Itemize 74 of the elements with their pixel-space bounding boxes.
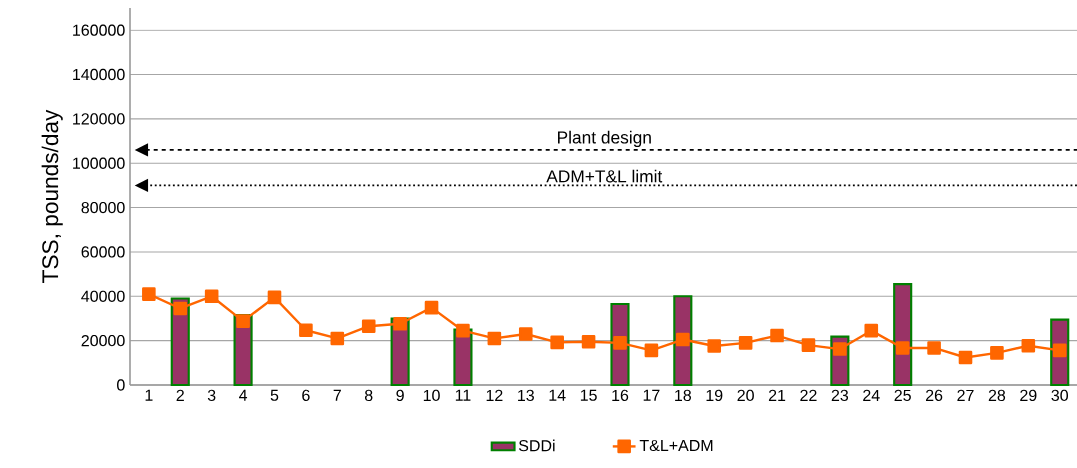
x-tick-label: 30 [1051,389,1069,402]
point [236,314,250,328]
x-tick-label: 16 [612,389,629,402]
y-tick-label: 160000 [73,24,125,36]
x-tick-label: 21 [768,389,786,401]
x-tick-label: 14 [549,389,566,401]
x-tick-label: 24 [863,389,880,401]
x-tick-label: 5 [270,389,279,401]
point [299,323,313,338]
ref-line-label: ADM+T&L limit [546,169,663,183]
y-tick-label: 100000 [73,157,125,169]
x-tick-label: 9 [396,389,404,402]
point [424,300,439,315]
point [173,301,188,316]
x-tick-label: 17 [643,389,660,401]
point [393,316,407,331]
y-tick-label: 120000 [73,113,125,125]
x-tick-label: 10 [423,389,440,402]
point [518,327,533,341]
point [770,328,784,343]
x-tick-label: 11 [455,389,471,401]
x-tick-label: 23 [831,389,849,402]
x-tick-label: 3 [207,389,216,402]
point [864,323,879,338]
point [958,350,973,365]
y-tick-label: 140000 [73,68,125,81]
point [361,319,376,334]
x-tick-label: 13 [518,389,534,402]
y-axis-title: TSS, pounds/day [41,109,63,283]
point [550,335,564,350]
point [644,343,659,358]
x-tick-label: 7 [333,389,341,401]
point [895,341,910,355]
y-tick-label: 0 [117,379,125,391]
point [1052,343,1067,358]
legend-label: SDDi [518,439,555,452]
y-tick-label: 20000 [81,334,125,347]
point [707,339,722,353]
point [801,338,816,352]
x-tick-label: 4 [239,389,248,401]
x-tick-label: 1 [145,389,153,401]
point [487,331,502,346]
x-tick-label: 20 [737,389,754,402]
x-tick-label: 6 [302,389,310,402]
legend-label: T&L+ADM [639,439,713,452]
point [927,341,941,355]
point [142,287,156,301]
point [1021,338,1036,353]
x-tick-label: 25 [894,389,911,402]
x-tick-label: 27 [957,389,974,401]
point [204,289,219,304]
x-tick-label: 22 [800,389,817,401]
x-tick-label: 15 [580,389,597,401]
point [330,331,345,346]
point [613,336,627,350]
x-tick-label: 12 [486,389,503,401]
point [581,334,596,349]
x-tick-label: 29 [1020,389,1037,402]
x-tick-label: 26 [925,389,943,402]
y-tick-label: 60000 [81,246,125,258]
point [456,323,470,338]
y-tick-label: 40000 [81,290,125,302]
ref-line-label: Plant design [558,130,651,147]
point [833,342,847,356]
x-tick-label: 8 [364,389,373,402]
point [738,336,753,350]
y-tick-label: 80000 [81,201,125,214]
point [676,332,690,347]
x-tick-label: 2 [176,389,184,401]
point [267,290,282,305]
x-tick-label: 18 [675,389,692,402]
point [990,346,1004,360]
x-tick-label: 19 [706,389,723,402]
x-tick-label: 28 [988,389,1006,402]
